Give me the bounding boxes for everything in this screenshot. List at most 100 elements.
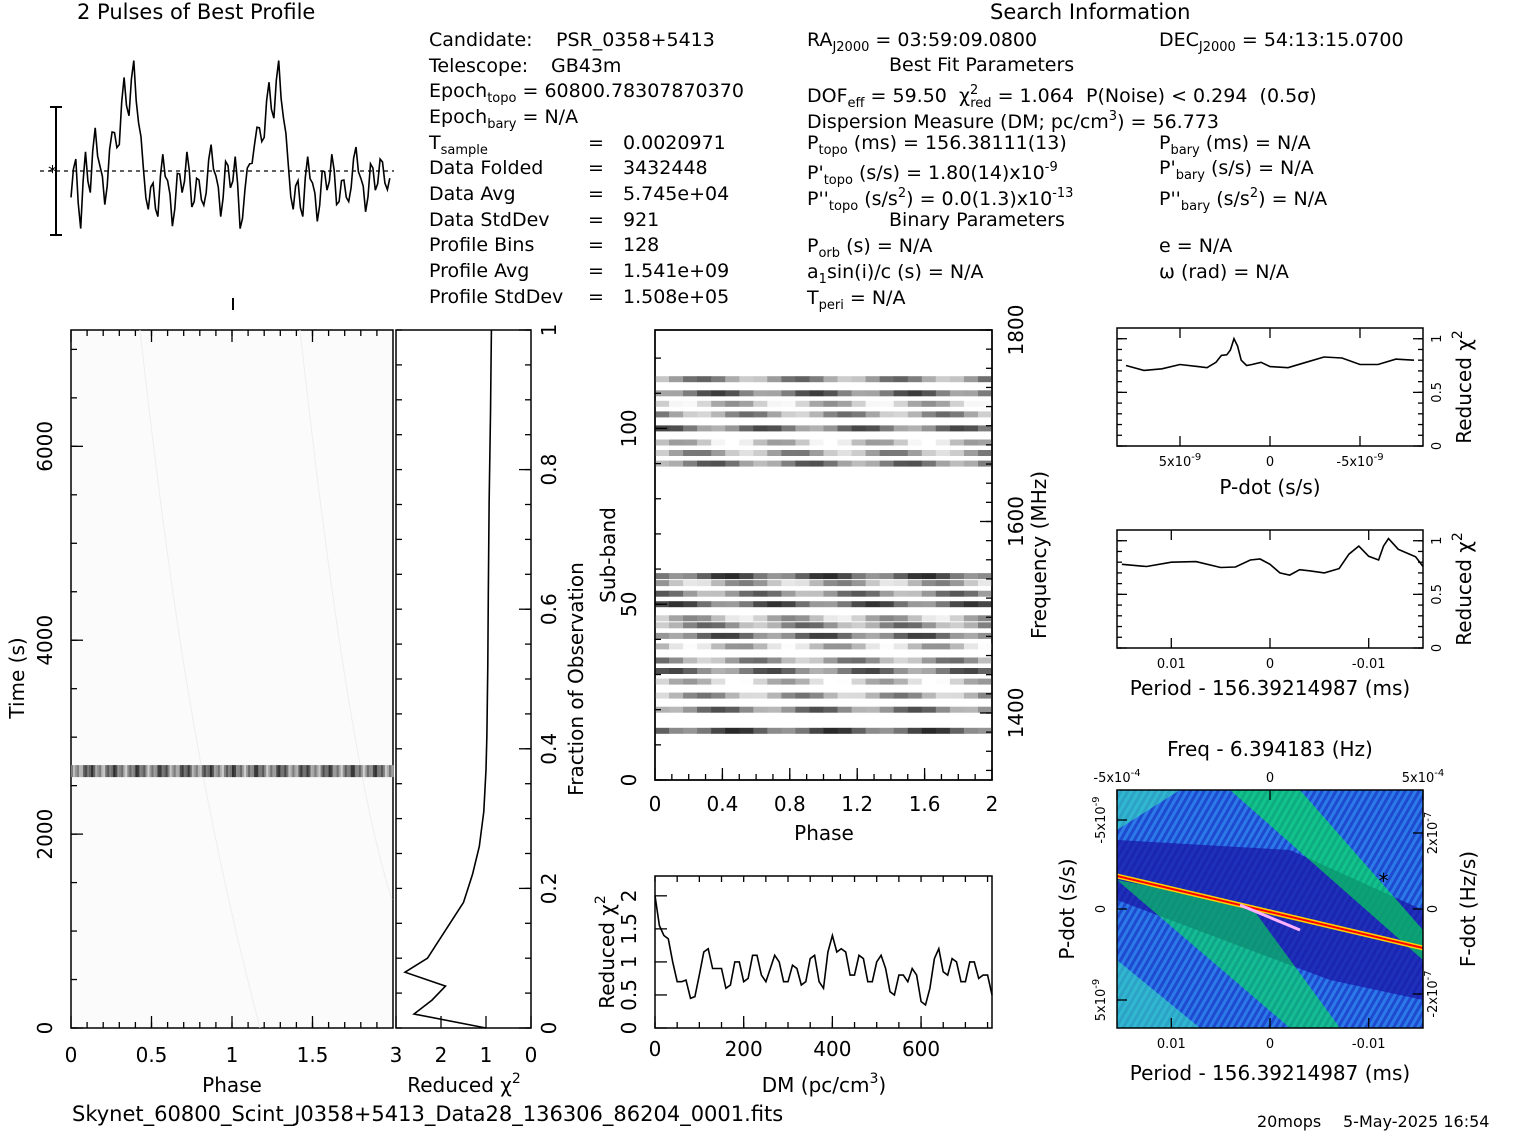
search-info-row-label: Data Folded — [429, 157, 544, 179]
subband-cell — [697, 425, 712, 432]
subband-cell — [795, 390, 810, 397]
subband-cell — [823, 425, 838, 432]
subband-cell — [739, 615, 754, 622]
subband-cell — [795, 425, 810, 432]
subband-cell — [781, 590, 796, 597]
subband-cell — [851, 590, 867, 597]
period-chi-plot: 0.01 0 -0.01 0 0.5 1 Period - 156.39214987 (ms… — [1116, 529, 1476, 700]
subband-cell — [753, 400, 768, 407]
search-info-row-eq: = — [588, 157, 604, 179]
subband-cell — [963, 580, 979, 587]
subband-cell — [655, 632, 670, 639]
subband-cell — [963, 692, 979, 699]
subband-cell — [851, 643, 867, 650]
subband-cell — [865, 727, 881, 734]
subband-cell — [711, 692, 726, 699]
subband-cell — [781, 450, 796, 456]
redchi-fraction-frame — [395, 329, 532, 1029]
subband-cell — [823, 580, 838, 587]
subband-cell — [907, 376, 923, 383]
search-info-row-label: Data StdDev — [429, 208, 550, 231]
search-info-row-eq: = — [588, 286, 604, 308]
time-band-cell — [167, 765, 171, 778]
epoch-bary: Epochbary = N/A — [429, 106, 579, 132]
subband-cell — [851, 376, 867, 383]
subband-cell — [851, 601, 867, 608]
subband-cell — [711, 643, 726, 650]
subband-cell — [893, 439, 909, 446]
footer-user: 20mops — [1257, 1112, 1322, 1131]
subband-cell — [753, 439, 768, 446]
subband-cell — [795, 400, 810, 407]
time-band-cell — [159, 765, 163, 778]
chi-y-tick-label: 0.5 — [1430, 584, 1445, 605]
subband-cell — [795, 376, 810, 383]
subband-cell — [879, 376, 895, 383]
subband-cell — [683, 590, 698, 597]
subband-cell — [767, 590, 782, 597]
time-band-cell — [382, 765, 386, 778]
subband-cell — [767, 573, 782, 580]
subband-cell — [767, 425, 782, 432]
time-band-cell — [250, 765, 253, 778]
time-band-cell — [201, 765, 205, 778]
subband-cell — [935, 376, 951, 383]
frac-y-tick-label: 0.6 — [537, 593, 561, 625]
subband-cell — [753, 573, 768, 580]
time-band-cell — [195, 765, 199, 778]
dm-frame — [654, 875, 993, 1029]
subband-cell — [725, 400, 740, 407]
time-band-cell — [310, 765, 313, 778]
time-band-cell — [81, 765, 84, 778]
subband-cell — [921, 601, 937, 608]
subband-cell — [753, 601, 768, 608]
omega: ω (rad) = N/A — [1159, 261, 1289, 283]
time-band-cell — [354, 765, 358, 778]
subband-cell — [893, 622, 909, 629]
pp-x-tick-label: 0 — [1266, 1037, 1274, 1052]
time-band-cell — [296, 765, 299, 778]
p-bary: Pbary (ms) = N/A — [1159, 132, 1311, 158]
time-phase-frame — [70, 329, 394, 1029]
subband-cell — [781, 622, 796, 629]
subband-cell — [935, 727, 951, 734]
time-band-cell — [232, 765, 235, 778]
subband-cell — [753, 706, 768, 713]
subband-cell — [697, 727, 712, 734]
subband-cell — [837, 376, 852, 383]
subband-cell — [823, 615, 838, 622]
subband-cell — [753, 460, 768, 467]
subband-cell — [809, 643, 824, 650]
time-band-cell — [240, 765, 243, 778]
subband-cell — [809, 400, 824, 407]
time-band-cell — [378, 765, 382, 778]
subband-cell — [879, 727, 895, 734]
chi-x-tick-exp: -9 — [1374, 452, 1384, 463]
time-band-cell — [320, 765, 324, 778]
subband-cell — [978, 411, 993, 418]
subband-cell — [767, 657, 782, 664]
time-band-cell — [83, 765, 86, 778]
subband-cell — [809, 411, 824, 418]
subband-cell — [949, 706, 965, 713]
dm-y-label: Reduced χ2 — [593, 895, 619, 1009]
time-band-cell — [336, 765, 340, 778]
subband-cell — [669, 692, 684, 699]
subband-cell — [893, 668, 909, 674]
dm-y-tick-label: 0.5 — [617, 979, 641, 1011]
subband-cell — [809, 425, 824, 432]
time-band-cell — [288, 765, 291, 778]
subband-cell — [865, 573, 881, 580]
subband-cell — [879, 678, 895, 685]
subband-cell — [907, 460, 923, 467]
time-band-cell — [258, 765, 261, 778]
subband-cell — [823, 400, 838, 407]
subband-cell — [935, 692, 951, 699]
candidate-label: Candidate: — [429, 29, 533, 51]
subband-cell — [893, 400, 909, 407]
subband-cell — [837, 601, 852, 608]
pp-right-label: F-dot (Hz/s) — [1456, 851, 1480, 967]
subband-cell — [921, 643, 937, 650]
subband-cell — [669, 643, 684, 650]
time-band-cell — [211, 765, 215, 778]
